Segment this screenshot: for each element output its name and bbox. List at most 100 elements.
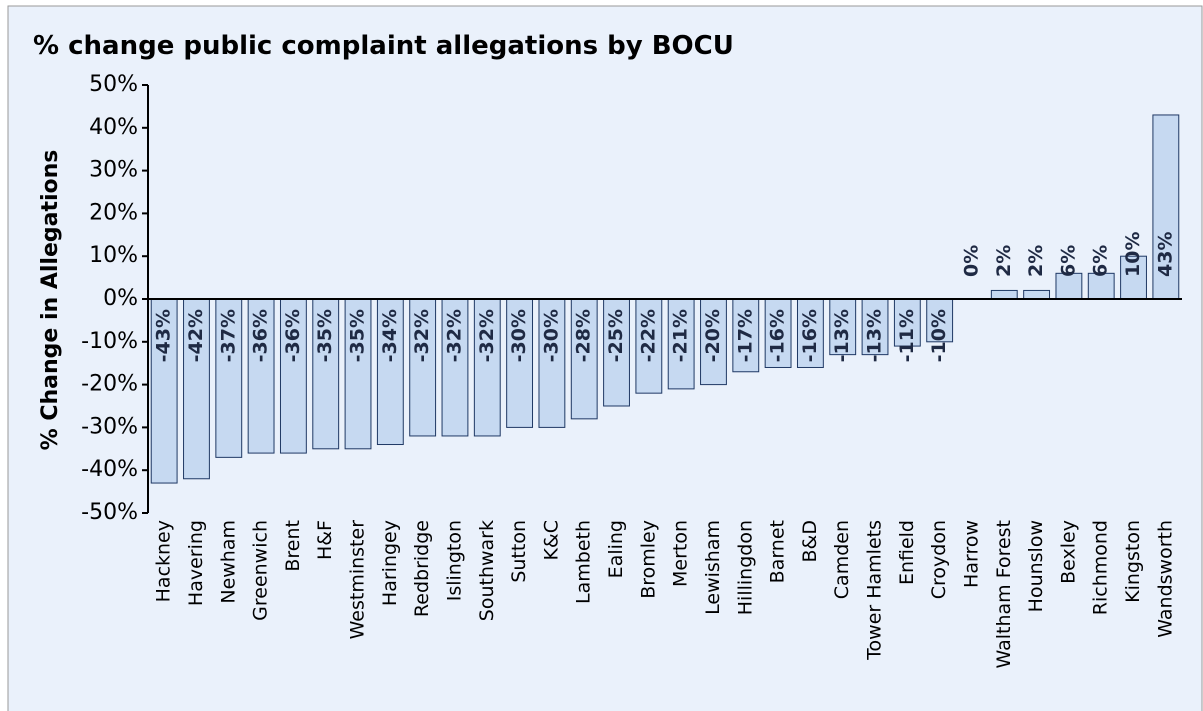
data-label: -30% bbox=[540, 309, 562, 362]
data-label: -25% bbox=[605, 309, 627, 362]
x-tick-label: Waltham Forest bbox=[993, 520, 1015, 668]
x-tick-label: Islington bbox=[443, 520, 465, 601]
data-label: -32% bbox=[443, 309, 465, 362]
data-label: 43% bbox=[1154, 232, 1176, 277]
x-tick-label: Lambeth bbox=[573, 520, 595, 604]
bar bbox=[409, 298, 437, 437]
x-tick-label: Merton bbox=[670, 520, 692, 587]
data-label: -35% bbox=[314, 309, 336, 362]
bar bbox=[926, 298, 954, 343]
x-tick-label: H&F bbox=[314, 520, 336, 560]
bar bbox=[279, 298, 307, 454]
x-tick-label: B&D bbox=[799, 520, 821, 562]
data-label: -28% bbox=[573, 309, 595, 362]
bar bbox=[1023, 289, 1051, 300]
x-tick-label: Wandsworth bbox=[1154, 520, 1176, 638]
x-tick-label: Hackney bbox=[153, 520, 175, 602]
bar bbox=[990, 289, 1018, 300]
data-label: 2% bbox=[1025, 245, 1047, 277]
bar bbox=[506, 298, 534, 428]
x-tick-label: Bromley bbox=[637, 520, 659, 599]
bar bbox=[603, 298, 630, 407]
data-label: -22% bbox=[637, 309, 659, 362]
x-tick-label: K&C bbox=[540, 520, 562, 561]
data-label: -35% bbox=[347, 309, 369, 362]
bar bbox=[247, 298, 275, 454]
x-tick-label: Lewisham bbox=[702, 520, 724, 615]
bar bbox=[732, 298, 760, 373]
x-tick-label: Haringey bbox=[379, 520, 401, 606]
bar bbox=[376, 298, 404, 446]
bar bbox=[796, 298, 824, 368]
data-label: 2% bbox=[993, 245, 1015, 277]
data-label: -30% bbox=[508, 309, 530, 362]
data-label: -32% bbox=[476, 309, 498, 362]
x-tick-label: Camden bbox=[831, 520, 853, 599]
y-tick-label: -50% bbox=[81, 500, 138, 525]
bar bbox=[1152, 114, 1180, 300]
x-tick-label: Ealing bbox=[605, 520, 627, 578]
bar bbox=[635, 298, 663, 394]
data-label: -43% bbox=[153, 309, 175, 362]
data-label: -21% bbox=[670, 309, 692, 362]
y-tick-label: -40% bbox=[81, 457, 138, 482]
bar bbox=[861, 298, 889, 356]
data-label: -16% bbox=[767, 309, 789, 362]
bar bbox=[215, 298, 243, 458]
data-label: -36% bbox=[250, 309, 272, 362]
data-label: 6% bbox=[1090, 245, 1112, 277]
data-label: -13% bbox=[864, 309, 886, 362]
x-tick-label: Croydon bbox=[928, 520, 950, 599]
y-tick-label: 20% bbox=[89, 200, 138, 225]
y-tick-label: 50% bbox=[89, 72, 138, 97]
data-label: 0% bbox=[960, 245, 982, 277]
y-axis-title: % Change in Allegations bbox=[38, 150, 63, 451]
x-tick-label: Westminster bbox=[347, 520, 369, 640]
x-tick-label: Greenwich bbox=[250, 520, 272, 621]
data-label: -42% bbox=[185, 309, 207, 362]
bar bbox=[150, 298, 178, 484]
x-tick-label: Bexley bbox=[1057, 520, 1079, 584]
bar bbox=[441, 298, 469, 437]
data-label: -37% bbox=[217, 309, 239, 362]
x-tick-label: Tower Hamlets bbox=[864, 520, 886, 661]
y-tick-label: 40% bbox=[89, 115, 138, 140]
x-tick-label: Hounslow bbox=[1025, 520, 1047, 612]
data-label: -32% bbox=[411, 309, 433, 362]
y-tick-label: 0% bbox=[103, 286, 138, 311]
data-label: -13% bbox=[831, 309, 853, 362]
x-tick-label: Richmond bbox=[1090, 520, 1112, 615]
data-label: -34% bbox=[379, 309, 401, 362]
chart-title: % change public complaint allegations by… bbox=[33, 31, 734, 61]
x-tick-label: Harrow bbox=[960, 520, 982, 588]
x-tick-label: Southwark bbox=[476, 520, 498, 621]
x-tick-label: Newham bbox=[217, 520, 239, 604]
bar bbox=[667, 298, 695, 390]
bar bbox=[312, 298, 340, 450]
x-tick-label: Redbridge bbox=[411, 520, 433, 617]
x-tick-label: Sutton bbox=[508, 520, 530, 583]
y-tick-label: 30% bbox=[89, 158, 138, 183]
x-tick-label: Barnet bbox=[767, 520, 789, 583]
data-label: -16% bbox=[799, 309, 821, 362]
x-tick-label: Hillingdon bbox=[734, 520, 756, 615]
y-tick-label: 10% bbox=[89, 243, 138, 268]
data-label: 10% bbox=[1122, 232, 1144, 277]
x-tick-label: Brent bbox=[282, 520, 304, 572]
bar bbox=[183, 298, 210, 480]
bar bbox=[570, 298, 598, 420]
y-tick-label: -10% bbox=[81, 329, 138, 354]
data-label: 6% bbox=[1057, 245, 1079, 277]
data-label: -20% bbox=[702, 309, 724, 362]
x-tick-label: Havering bbox=[185, 520, 207, 606]
y-tick-label: -30% bbox=[81, 414, 138, 439]
data-label: -36% bbox=[282, 309, 304, 362]
x-tick-label: Kingston bbox=[1122, 520, 1144, 603]
bar bbox=[1087, 272, 1115, 300]
data-label: -11% bbox=[896, 309, 918, 362]
bar bbox=[538, 298, 566, 428]
data-label: -10% bbox=[928, 309, 950, 362]
y-tick-label: -20% bbox=[81, 372, 138, 397]
x-tick-label: Enfield bbox=[896, 520, 918, 585]
